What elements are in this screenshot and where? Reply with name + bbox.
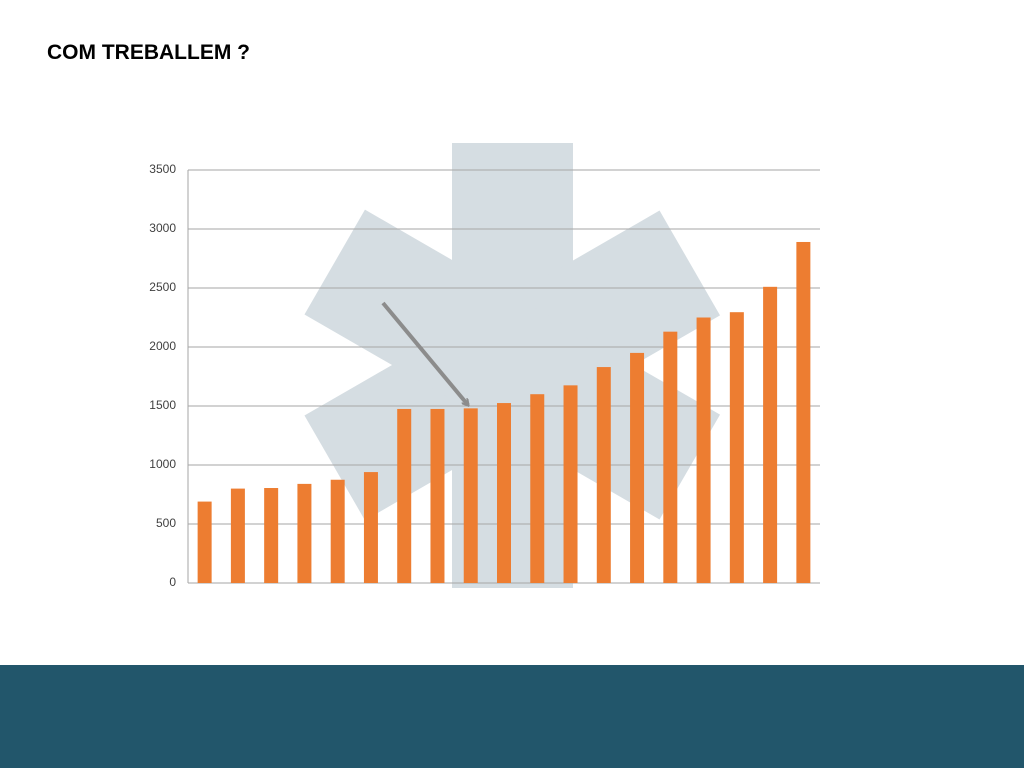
bar [630, 352, 645, 583]
bar [397, 408, 412, 583]
bar [264, 488, 279, 583]
star-arm [304, 209, 721, 520]
y-tick-label: 3500 [149, 162, 176, 176]
bar [197, 501, 212, 583]
bar [463, 408, 478, 583]
bar [729, 312, 744, 583]
footer-band [0, 665, 1024, 768]
bar [363, 472, 378, 583]
bar [796, 241, 811, 584]
bar [330, 479, 345, 583]
bar [663, 331, 678, 583]
y-tick-label: 2500 [149, 280, 176, 294]
bar [763, 286, 778, 583]
y-tick-label: 3000 [149, 221, 176, 235]
bar [297, 483, 312, 583]
bar [230, 488, 245, 583]
y-tick-label: 0 [169, 575, 176, 589]
chart: 0 500 1000 1500 2000 2500 3000 3500 [149, 162, 820, 589]
bar [430, 408, 445, 583]
y-tick-label: 2000 [149, 339, 176, 353]
arrow [381, 301, 468, 405]
slide-title: COM TREBALLEM ? [47, 41, 250, 64]
y-tick-label: 500 [156, 516, 176, 530]
y-tick-label: 1000 [149, 457, 176, 471]
bar [530, 394, 545, 583]
bar [596, 367, 611, 583]
bar [563, 385, 578, 583]
y-tick-label: 1500 [149, 398, 176, 412]
bar [497, 403, 511, 583]
bar [696, 317, 711, 583]
